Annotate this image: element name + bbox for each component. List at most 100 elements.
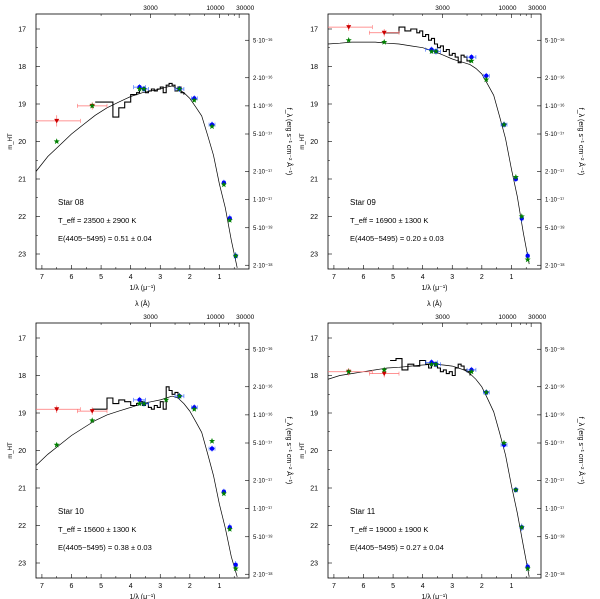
model-photometry-star — [232, 252, 239, 259]
plot-frame — [327, 322, 542, 579]
panel-star-09: 7 6 5 4 3 2 11/λ (μ⁻¹)17181920212223m_HT5·10⁻¹… — [300, 5, 586, 292]
y-tick-label: 21 — [18, 486, 26, 493]
star-title: Star 10 — [58, 507, 84, 516]
teff-annotation: T_eff = 15600 ± 1300 K — [58, 525, 136, 534]
model-photometry-star — [483, 389, 490, 395]
top-tick-label: 3000 — [143, 314, 158, 321]
uv-photometry-point — [381, 371, 387, 377]
panel-star-10: 7 6 5 4 3 2 11/λ (μ⁻¹)17181920212223m_HT5·10⁻¹… — [8, 299, 294, 599]
model-photometry-star — [220, 181, 227, 188]
x-tick-label: 7 — [40, 583, 44, 590]
model-photometry-star — [140, 85, 147, 92]
right-tick-label: 2·10⁻¹⁷ — [545, 169, 564, 176]
y-tick-label: 22 — [18, 214, 26, 221]
right-tick-label: 2·10⁻¹⁸ — [545, 262, 565, 269]
top-tick-label: 10000 — [498, 314, 516, 321]
teff-annotation: T_eff = 23500 ± 2900 K — [58, 216, 136, 225]
top-axis-label: λ (Å) — [427, 299, 442, 308]
y-tick-label: 19 — [18, 102, 26, 109]
right-tick-label: 5·10⁻¹⁸ — [253, 534, 273, 541]
model-photometry-star — [345, 37, 352, 43]
right-axis-label: f_λ (erg s⁻¹ cm⁻² Å⁻¹) — [577, 417, 586, 484]
right-tick-label: 2·10⁻¹⁶ — [545, 75, 565, 82]
right-tick-label: 1·10⁻¹⁶ — [545, 103, 565, 110]
y-axis-label: m_HT — [8, 442, 14, 459]
right-tick-label: 1·10⁻¹⁶ — [253, 412, 273, 419]
right-tick-label: 5·10⁻¹⁷ — [253, 440, 272, 447]
hst-photometry-point — [484, 73, 489, 79]
right-tick-label: 2·10⁻¹⁸ — [545, 571, 565, 578]
right-tick-label: 2·10⁻¹⁸ — [253, 571, 273, 578]
model-photometry-star — [518, 524, 525, 530]
y-tick-label: 20 — [18, 139, 26, 146]
x-tick-label: 5 — [391, 274, 395, 281]
right-tick-label: 5·10⁻¹⁸ — [545, 225, 565, 232]
x-tick-label: 6 — [70, 583, 74, 590]
x-axis-label: 1/λ (μ⁻¹) — [421, 285, 447, 292]
x-tick-label: 7 — [40, 274, 44, 281]
top-tick-label: 30000 — [528, 5, 546, 12]
top-tick-label: 10000 — [498, 5, 516, 12]
model-photometry-star — [226, 526, 233, 532]
hst-photometry-point — [233, 562, 238, 568]
right-tick-label: 2·10⁻¹⁶ — [253, 384, 273, 391]
x-tick-label: 3 — [158, 583, 162, 590]
x-axis-label: 1/λ (μ⁻¹) — [129, 285, 155, 292]
y-tick-label: 21 — [310, 177, 318, 184]
y-axis-label: m_HT — [300, 133, 306, 150]
y-tick-label: 18 — [310, 373, 318, 380]
hst-photometry-point — [469, 54, 474, 60]
star-title: Star 09 — [350, 198, 376, 207]
ebv-annotation: E(4405−5495) = 0.20 ± 0.03 — [350, 234, 444, 243]
right-tick-label: 5·10⁻¹⁶ — [253, 37, 273, 44]
model-photometry-star — [483, 76, 490, 83]
model-photometry-star — [136, 85, 143, 92]
uv-photometry-point — [89, 409, 95, 414]
panel-star-11: 7 6 5 4 3 2 11/λ (μ⁻¹)17181920212223m_HT5·10⁻¹… — [300, 299, 586, 599]
y-tick-label: 18 — [18, 373, 26, 380]
plot-area — [36, 82, 239, 268]
x-tick-label: 5 — [99, 583, 103, 590]
x-tick-label: 3 — [450, 583, 454, 590]
model-photometry-star — [468, 57, 475, 64]
model-photometry-star — [53, 441, 60, 448]
y-tick-label: 22 — [310, 523, 318, 530]
observed-spectrum — [390, 358, 471, 377]
right-tick-label: 2·10⁻¹⁷ — [253, 169, 272, 176]
right-tick-label: 5·10⁻¹⁶ — [253, 346, 273, 353]
y-tick-label: 20 — [310, 139, 318, 146]
y-tick-label: 19 — [18, 411, 26, 418]
model-photometry-star — [53, 138, 60, 145]
uv-photometry-point — [54, 118, 60, 124]
model-photometry-star — [428, 361, 435, 367]
x-tick-label: 7 — [332, 583, 336, 590]
x-axis-label: 1/λ (μ⁻¹) — [421, 594, 447, 599]
model-photometry-star — [226, 217, 233, 223]
plot-frame — [35, 13, 250, 270]
y-tick-label: 23 — [18, 561, 26, 568]
model-photometry-star — [89, 102, 96, 109]
hst-photometry-point — [209, 446, 215, 451]
model-photometry-star — [89, 417, 96, 424]
model-photometry-star — [345, 368, 352, 375]
model-photometry-star — [381, 38, 388, 45]
right-tick-label: 1·10⁻¹⁷ — [253, 506, 272, 513]
right-tick-label: 5·10⁻¹⁶ — [545, 37, 565, 44]
model-photometry-star — [163, 396, 170, 403]
right-tick-label: 5·10⁻¹⁷ — [545, 440, 564, 447]
x-tick-label: 6 — [362, 274, 366, 281]
right-tick-label: 2·10⁻¹⁶ — [545, 384, 565, 391]
model-photometry-star — [512, 173, 519, 180]
model-photometry-star — [524, 256, 531, 263]
star-title: Star 08 — [58, 198, 84, 207]
model-photometry-star — [191, 406, 198, 412]
top-tick-label: 30000 — [236, 5, 254, 12]
plot-frame — [35, 322, 250, 579]
right-axis-label: f_λ (erg s⁻¹ cm⁻² Å⁻¹) — [577, 108, 586, 175]
model-photometry-star — [191, 97, 198, 103]
x-tick-label: 2 — [480, 274, 484, 281]
x-tick-label: 2 — [480, 583, 484, 590]
y-tick-label: 17 — [310, 27, 318, 34]
x-tick-label: 3 — [158, 274, 162, 281]
model-photometry-star — [432, 361, 439, 367]
